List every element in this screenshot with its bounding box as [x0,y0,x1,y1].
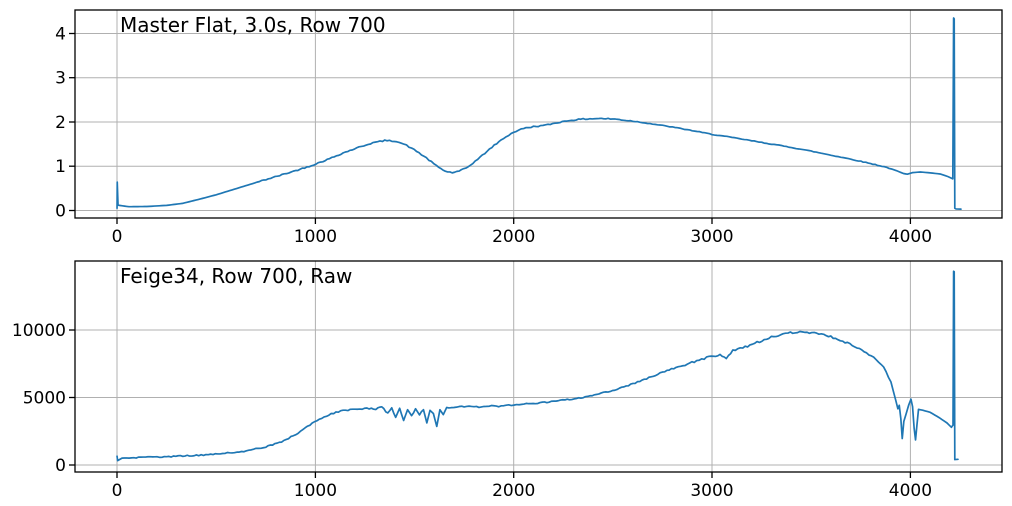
axis-tick-labels-bottom: 0 1000 2000 3000 4000 0 5000 10000 [12,321,932,501]
axis-tick-labels-top: 0 1000 2000 3000 4000 0 1 2 3 4 [55,25,932,248]
y-tick-label: 10000 [12,321,66,341]
master-flat-line [116,17,962,210]
y-tick-label: 0 [55,456,66,476]
y-tick-label: 2 [55,113,66,133]
y-tick-label: 0 [55,202,66,222]
axis-ticks-bottom [69,329,912,478]
x-tick-label: 2000 [492,481,535,501]
axes-frame-top [74,9,1003,219]
y-tick-label: 5000 [23,389,66,409]
feige34-chart: 0 1000 2000 3000 4000 0 5000 10000 Feige34, Row… [12,260,1003,501]
x-tick-label: 1000 [294,227,337,247]
feige34-line [116,270,959,462]
y-tick-label: 3 [55,69,66,89]
x-tick-label: 3000 [690,227,733,247]
x-tick-label: 0 [112,481,123,501]
axis-ticks-top [69,32,912,224]
grid-bottom [75,261,1002,472]
bottom-chart-title: Feige34, Row 700, Raw [120,264,352,288]
x-tick-label: 3000 [690,481,733,501]
master-flat-chart: 0 1000 2000 3000 4000 0 1 2 3 4 Master Flat, 3.0s… [55,9,1003,248]
y-tick-label: 4 [55,25,66,45]
x-tick-label: 0 [112,227,123,247]
x-tick-label: 1000 [294,481,337,501]
top-chart-title: Master Flat, 3.0s, Row 700 [120,13,386,37]
x-tick-label: 4000 [889,481,932,501]
x-tick-label: 4000 [889,227,932,247]
grid-top [75,10,1002,218]
x-tick-label: 2000 [492,227,535,247]
y-tick-label: 1 [55,157,66,177]
axes-frame-bottom [74,260,1003,473]
